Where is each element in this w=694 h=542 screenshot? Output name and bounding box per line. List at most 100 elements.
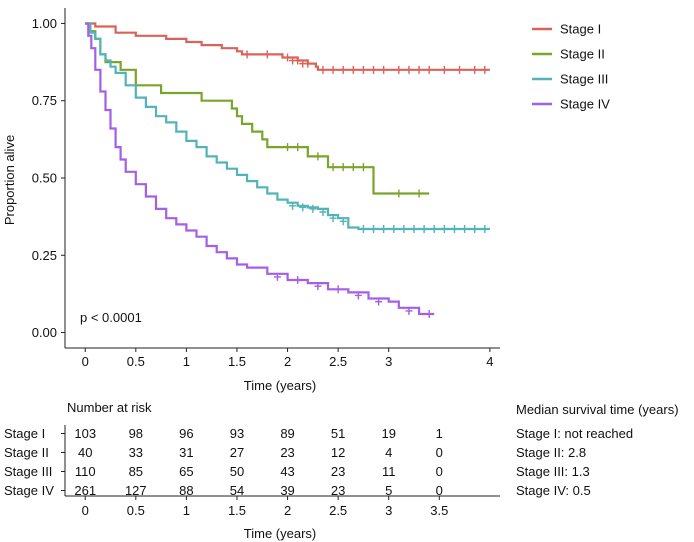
risk-count: 85	[129, 464, 143, 479]
censor-mark	[400, 225, 408, 233]
censor-mark	[481, 65, 489, 74]
risk-count: 0	[436, 483, 443, 498]
risk-count: 31	[179, 445, 193, 460]
censor-mark	[339, 217, 347, 226]
censor-mark	[440, 225, 448, 233]
km-plot: 0.00 0.25 0.50 0.75 1.00 0 0.5 1 1.5 2 2.5 3 4 p < …	[2, 8, 500, 393]
risk-count: 27	[230, 445, 244, 460]
x-tick-label: 1	[183, 354, 190, 369]
censor-mark	[319, 208, 327, 216]
risk-count: 0	[436, 464, 443, 479]
censor-mark	[395, 189, 403, 198]
y-axis-ticks: 0.00 0.25 0.50 0.75 1.00	[32, 16, 65, 340]
risk-count: 39	[280, 483, 294, 498]
censor-mark	[329, 65, 337, 74]
censor-mark	[395, 65, 403, 74]
x-axis-label: Time (years)	[244, 378, 316, 393]
censor-mark	[471, 65, 479, 74]
censor-mark	[450, 225, 458, 233]
risk-count: 1	[436, 426, 443, 441]
risk-x-tick-label: 1	[183, 503, 190, 518]
censor-mark	[375, 297, 383, 306]
risk-count: 33	[129, 445, 143, 460]
risk-count: 98	[129, 426, 143, 441]
risk-row-label: Stage III	[4, 464, 52, 479]
series-line-stage-iv	[85, 22, 435, 316]
series-line-stage-iii	[85, 22, 490, 231]
legend-label: Stage IV	[560, 97, 610, 112]
censor-mark	[481, 225, 489, 233]
risk-row-label: Stage I	[4, 426, 45, 441]
censor-mark	[359, 65, 367, 74]
censor-mark	[304, 59, 312, 68]
censor-mark	[390, 225, 398, 233]
legend-label: Stage III	[560, 72, 608, 87]
censor-mark	[420, 225, 428, 233]
censor-mark	[456, 65, 464, 74]
risk-count: 40	[78, 445, 92, 460]
series-line-stage-ii	[85, 22, 430, 195]
risk-table-title: Number at risk	[67, 400, 152, 415]
risk-count: 127	[125, 483, 147, 498]
risk-count: 5	[385, 483, 392, 498]
risk-x-tick-label: 0	[82, 503, 89, 518]
risk-count: 96	[179, 426, 193, 441]
median-survival-entry: Stage I: not reached	[516, 426, 633, 441]
censor-mark	[354, 291, 362, 300]
censor-mark	[370, 225, 378, 233]
censor-mark	[314, 152, 322, 161]
censor-mark	[334, 285, 342, 294]
risk-count: 103	[74, 426, 96, 441]
censor-mark	[349, 163, 357, 172]
censor-mark	[319, 65, 327, 74]
censor-mark	[405, 65, 413, 74]
y-tick-label: 0.50	[32, 171, 57, 186]
censor-mark	[405, 306, 413, 315]
censor-mark	[294, 276, 302, 284]
censor-mark	[309, 204, 317, 213]
censor-mark	[471, 225, 479, 233]
risk-count: 23	[331, 483, 345, 498]
censor-mark	[425, 310, 433, 318]
risk-x-tick-label: 3.5	[430, 503, 448, 518]
censor-mark	[461, 225, 469, 233]
risk-table-x-ticks: 0 0.5 1 1.5 2 2.5 3 3.5	[82, 496, 448, 518]
censor-mark	[359, 225, 367, 233]
censor-mark	[370, 65, 378, 74]
risk-count: 51	[331, 426, 345, 441]
legend: Stage I Stage II Stage III Stage IV	[532, 22, 610, 112]
risk-count: 23	[331, 464, 345, 479]
y-tick-label: 1.00	[32, 16, 57, 31]
median-survival-title: Median survival time (years)	[516, 402, 679, 417]
censor-mark	[284, 143, 292, 152]
censor-mark	[289, 201, 297, 210]
risk-count: 23	[280, 445, 294, 460]
risk-count: 65	[179, 464, 193, 479]
risk-table: Number at risk Stage I 103 98 96 93 89 51 19 1St…	[4, 400, 500, 541]
censor-mark	[415, 189, 423, 198]
x-axis-ticks: 0 0.5 1 1.5 2 2.5 3 4	[82, 348, 494, 369]
censor-mark	[314, 282, 322, 291]
x-tick-label: 2.5	[329, 354, 347, 369]
y-tick-label: 0.00	[32, 325, 57, 340]
x-tick-label: 1.5	[228, 354, 246, 369]
censor-mark	[284, 53, 292, 62]
y-tick-label: 0.25	[32, 248, 57, 263]
censor-mark	[273, 272, 281, 281]
x-tick-label: 3	[385, 354, 392, 369]
median-survival-entry: Stage III: 1.3	[516, 464, 590, 479]
risk-table-x-label: Time (years)	[244, 526, 316, 541]
censor-mark	[359, 163, 367, 172]
risk-x-tick-label: 2	[284, 503, 291, 518]
censor-mark	[339, 163, 347, 172]
risk-count: 11	[382, 464, 396, 479]
risk-count: 0	[436, 445, 443, 460]
risk-count: 43	[280, 464, 294, 479]
censor-mark	[294, 143, 302, 152]
p-value-annotation: p < 0.0001	[80, 310, 142, 325]
risk-count: 4	[385, 445, 392, 460]
risk-count: 12	[331, 445, 345, 460]
risk-x-tick-label: 1.5	[228, 503, 246, 518]
